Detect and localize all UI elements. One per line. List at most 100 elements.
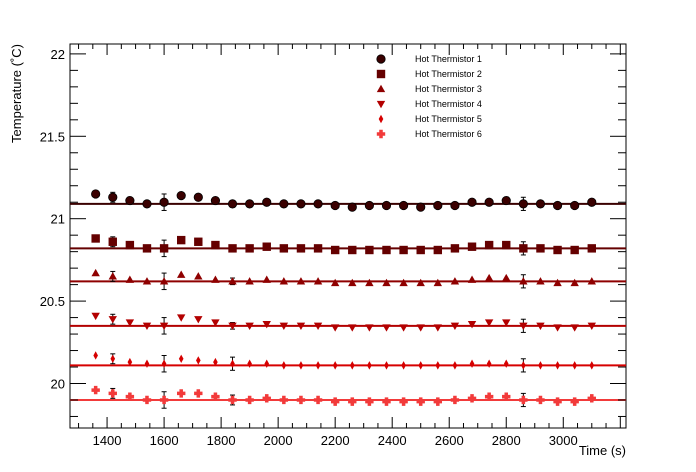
data-point [433,278,443,287]
data-point [570,200,580,211]
data-point [108,192,118,202]
data-point [144,359,150,368]
data-point [382,324,391,332]
data-point [484,392,494,401]
data-point [194,316,203,324]
x-tick-label: 2800 [492,433,521,448]
data-point [161,359,167,368]
legend-marker [376,129,386,139]
data-point [279,277,289,285]
data-point [365,278,374,287]
data-point [572,361,577,370]
data-point [193,192,203,202]
data-point [552,200,563,211]
data-point [553,397,562,406]
data-point [433,245,443,255]
x-tick-label: 2200 [321,433,350,448]
data-point [296,322,306,331]
data-point [382,245,391,255]
data-point [416,324,425,332]
data-point [313,199,323,209]
legend-label: Hot Thermistor 2 [415,69,482,79]
data-point [313,322,323,331]
x-tick-label: 2000 [264,433,293,448]
data-point [519,277,528,285]
legend-label: Hot Thermistor 6 [415,129,482,139]
data-point [195,356,201,365]
data-point [313,244,323,253]
legend-label: Hot Thermistor 3 [415,84,482,94]
data-point [245,395,254,405]
data-point [587,394,596,403]
y-tick-label: 21.5 [40,129,65,144]
data-point [553,324,562,332]
data-point [587,244,596,253]
data-point [519,244,528,253]
legend-label: Hot Thermistor 4 [415,99,482,109]
data-point [142,244,152,253]
data-point [159,244,169,253]
data-point [536,322,545,331]
data-point [247,359,252,368]
data-point [211,319,220,327]
data-point [159,395,169,405]
data-point [228,322,237,331]
data-point [245,277,254,285]
data-point [176,191,186,201]
data-point [484,197,494,207]
legend-label: Hot Thermistor 5 [415,114,482,124]
data-point [589,361,595,370]
data-point [330,200,340,211]
data-point [313,277,323,285]
data-point [296,199,306,209]
data-point [502,273,511,282]
data-point [450,277,460,285]
data-point [142,277,152,285]
data-point [279,199,289,209]
data-point [125,275,135,283]
data-point [245,199,255,209]
data-point [330,278,340,287]
data-point [536,244,545,253]
data-point [450,322,460,331]
data-point [91,268,100,277]
data-point [348,278,357,287]
data-point [159,277,169,285]
plot-border [69,43,627,429]
data-point [262,394,271,403]
legend-marker [376,100,386,109]
legend: Hot Thermistor 1 Hot Thermistor 2 Hot Ther… [376,54,482,139]
data-point [450,395,460,405]
data-point [570,324,579,332]
data-point [519,395,528,405]
data-point [349,361,355,370]
data-point [142,322,152,331]
data-point [108,237,117,246]
data-point [399,324,408,332]
data-point [365,245,374,255]
data-point [433,200,443,211]
data-point [519,322,528,331]
data-point [262,321,271,329]
data-point [210,195,221,206]
data-point [587,322,596,331]
data-point [281,361,287,370]
legend-marker [378,114,384,124]
data-point [108,389,117,398]
data-point [502,319,511,327]
data-point [382,278,391,287]
data-point [365,397,374,406]
series-1 [91,189,597,212]
data-point [570,278,579,287]
axis-ticks: 1400 1600 1800 2000 2200 2400 2600 2800 3000 20 20… [40,44,626,448]
data-point [245,244,254,253]
data-point [125,392,135,401]
data-point [194,237,203,246]
data-point [452,361,458,370]
data-point [296,277,306,285]
legend-marker [376,69,386,79]
data-point [91,189,101,199]
data-point [296,244,306,253]
data-point [553,245,562,255]
plot-frame [69,43,627,429]
